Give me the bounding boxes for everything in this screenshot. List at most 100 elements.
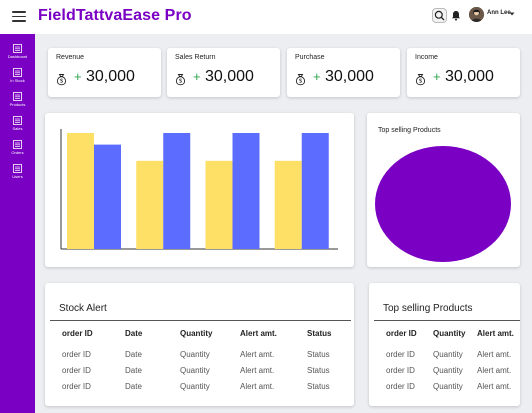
sidebar-item-sales[interactable]: Sales bbox=[0, 116, 35, 138]
money-bag-icon bbox=[175, 74, 186, 86]
plus-icon: + bbox=[433, 69, 441, 84]
bar-2-series-2 bbox=[163, 133, 191, 249]
caret-down-icon bbox=[509, 12, 515, 16]
table-divider bbox=[50, 320, 351, 321]
user-name[interactable]: Ann Lee bbox=[487, 10, 511, 16]
bar-2-series-1 bbox=[136, 160, 164, 249]
table-cell: Alert amt. bbox=[477, 350, 512, 359]
table-divider bbox=[374, 320, 520, 321]
stat-label: Sales Return bbox=[175, 54, 216, 61]
plus-icon: + bbox=[193, 69, 201, 84]
table-cell: Alert amt. bbox=[240, 350, 275, 359]
stat-label: Income bbox=[415, 54, 438, 61]
user-avatar-icon bbox=[469, 7, 484, 22]
search-button[interactable] bbox=[432, 8, 447, 23]
stat-card-sales-return: Sales Return + 30,000 bbox=[167, 48, 280, 97]
stock-alert-card: Stock Alert order ID Date Quantity Alert… bbox=[45, 283, 354, 406]
products-icon bbox=[13, 92, 22, 101]
table-cell: Date bbox=[125, 350, 142, 359]
stock-alert-title: Stock Alert bbox=[59, 303, 107, 314]
money-bag-icon bbox=[295, 74, 306, 86]
column-header: Date bbox=[125, 329, 143, 338]
bar-1-series-1 bbox=[67, 133, 94, 249]
sidebar-item-users[interactable]: Users bbox=[0, 164, 35, 186]
table-cell: Alert amt. bbox=[477, 382, 512, 391]
stat-value: 30,000 bbox=[86, 68, 135, 85]
table-cell: order ID bbox=[386, 366, 415, 375]
column-header: Status bbox=[307, 329, 332, 338]
table-cell: Date bbox=[125, 366, 142, 375]
avatar[interactable] bbox=[469, 7, 484, 22]
column-header: order ID bbox=[62, 329, 93, 338]
pie-slice bbox=[375, 146, 511, 262]
table-cell: Status bbox=[307, 350, 330, 359]
plus-icon: + bbox=[313, 69, 321, 84]
table-cell: order ID bbox=[386, 382, 415, 391]
app-title: FieldTattvaEase Pro bbox=[38, 7, 192, 24]
top-bar: FieldTattvaEase Pro Ann Lee bbox=[0, 0, 532, 34]
table-cell: order ID bbox=[62, 350, 91, 359]
column-header: Alert amt. bbox=[477, 329, 514, 338]
table-cell: Quantity bbox=[433, 350, 463, 359]
bar-4-series-2 bbox=[301, 133, 329, 249]
table-cell: Quantity bbox=[433, 382, 463, 391]
table-cell: Status bbox=[307, 366, 330, 375]
money-bag-icon bbox=[56, 74, 67, 86]
orders-icon bbox=[13, 140, 22, 149]
sidebar-item-label: Users bbox=[12, 174, 23, 179]
hamburger-menu-icon[interactable] bbox=[12, 11, 26, 22]
stat-value: 30,000 bbox=[445, 68, 494, 85]
stat-value: 30,000 bbox=[325, 68, 374, 85]
stat-label: Purchase bbox=[295, 54, 325, 61]
column-header: order ID bbox=[386, 329, 417, 338]
table-cell: order ID bbox=[62, 382, 91, 391]
stat-card-revenue: Revenue + 30,000 bbox=[48, 48, 161, 97]
table-cell: Quantity bbox=[180, 366, 210, 375]
sidebar-item-label: Products bbox=[9, 102, 26, 107]
sidebar-item-label: Dashboard bbox=[7, 54, 28, 59]
sidebar-item-orders[interactable]: Orders bbox=[0, 140, 35, 162]
table-cell: Quantity bbox=[180, 382, 210, 391]
pie-chart bbox=[375, 146, 511, 262]
sidebar-item-label: Sales bbox=[12, 126, 23, 131]
sidebar-item-products[interactable]: Products bbox=[0, 92, 35, 114]
users-icon bbox=[13, 164, 22, 173]
table-cell: Alert amt. bbox=[477, 366, 512, 375]
bar-1-series-2 bbox=[94, 144, 121, 249]
bar-chart bbox=[60, 129, 338, 250]
sales-icon bbox=[13, 116, 22, 125]
stat-card-income: Income + 30,000 bbox=[407, 48, 520, 97]
column-header: Alert amt. bbox=[240, 329, 277, 338]
user-menu-toggle[interactable] bbox=[509, 12, 515, 16]
column-header: Quantity bbox=[433, 329, 466, 338]
sidebar-item-dashboard[interactable]: Dashboard bbox=[0, 44, 35, 66]
table-cell: Alert amt. bbox=[240, 382, 275, 391]
dashboard-icon bbox=[13, 44, 22, 53]
stat-label: Revenue bbox=[56, 54, 85, 61]
sidebar-item-in-stock[interactable]: In Stock bbox=[0, 68, 35, 90]
notification-button[interactable] bbox=[451, 10, 461, 21]
sidebar: Dashboard In Stock Products Sales Orders… bbox=[0, 34, 35, 413]
table-cell: Alert amt. bbox=[240, 366, 275, 375]
table-cell: order ID bbox=[62, 366, 91, 375]
in-stock-icon bbox=[13, 68, 22, 77]
stat-value: 30,000 bbox=[205, 68, 254, 85]
table-cell: Date bbox=[125, 382, 142, 391]
bar-3-series-1 bbox=[205, 160, 233, 249]
bar-chart-card bbox=[45, 113, 354, 267]
money-bag-icon bbox=[415, 74, 426, 86]
bar-3-series-2 bbox=[232, 133, 260, 249]
search-icon bbox=[434, 10, 445, 21]
top-products-table-card: Top selling Products order ID Quantity A… bbox=[369, 283, 520, 406]
plus-icon: + bbox=[74, 69, 82, 84]
top-products-chart-card: Top selling Products bbox=[367, 113, 520, 267]
table-cell: Quantity bbox=[433, 366, 463, 375]
bell-icon bbox=[452, 11, 460, 21]
table-cell: Quantity bbox=[180, 350, 210, 359]
sidebar-item-label: In Stock bbox=[10, 78, 25, 83]
sidebar-item-label: Orders bbox=[11, 150, 24, 155]
table-cell: Status bbox=[307, 382, 330, 391]
stat-card-purchase: Purchase + 30,000 bbox=[287, 48, 400, 97]
table-cell: order ID bbox=[386, 350, 415, 359]
bar-4-series-1 bbox=[274, 160, 302, 249]
